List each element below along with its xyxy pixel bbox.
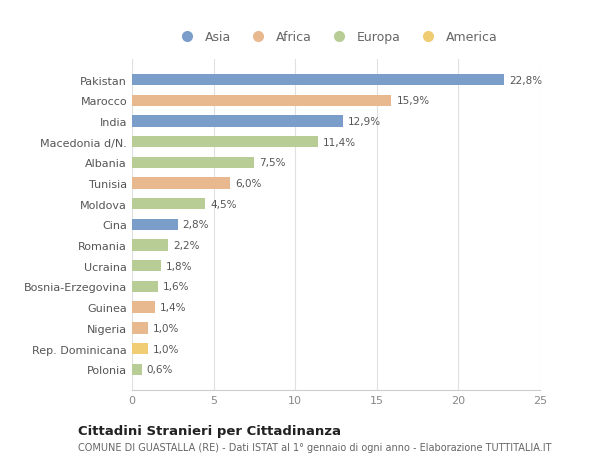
Text: 15,9%: 15,9% xyxy=(397,96,430,106)
Bar xyxy=(132,343,148,354)
Text: 11,4%: 11,4% xyxy=(323,137,356,147)
Text: 7,5%: 7,5% xyxy=(259,158,286,168)
Text: 2,8%: 2,8% xyxy=(182,220,209,230)
Bar xyxy=(132,116,343,127)
Text: 22,8%: 22,8% xyxy=(509,75,542,85)
Text: 2,2%: 2,2% xyxy=(173,241,199,251)
Bar xyxy=(132,281,158,292)
Bar xyxy=(132,199,205,210)
Text: 1,8%: 1,8% xyxy=(166,261,193,271)
Bar xyxy=(132,157,254,168)
Bar xyxy=(132,75,504,86)
Text: 1,0%: 1,0% xyxy=(153,344,179,354)
Text: 1,0%: 1,0% xyxy=(153,323,179,333)
Legend: Asia, Africa, Europa, America: Asia, Africa, Europa, America xyxy=(170,26,502,49)
Text: 6,0%: 6,0% xyxy=(235,179,261,189)
Text: 1,6%: 1,6% xyxy=(163,282,190,292)
Bar xyxy=(132,323,148,334)
Bar xyxy=(132,364,142,375)
Bar xyxy=(132,95,391,106)
Bar xyxy=(132,302,155,313)
Text: COMUNE DI GUASTALLA (RE) - Dati ISTAT al 1° gennaio di ogni anno - Elaborazione : COMUNE DI GUASTALLA (RE) - Dati ISTAT al… xyxy=(78,442,551,452)
Text: 1,4%: 1,4% xyxy=(160,302,186,313)
Text: 12,9%: 12,9% xyxy=(347,117,380,127)
Bar xyxy=(132,137,318,148)
Text: Cittadini Stranieri per Cittadinanza: Cittadini Stranieri per Cittadinanza xyxy=(78,425,341,437)
Bar xyxy=(132,178,230,189)
Text: 0,6%: 0,6% xyxy=(146,364,173,375)
Bar xyxy=(132,219,178,230)
Bar xyxy=(132,261,161,272)
Bar xyxy=(132,240,168,251)
Text: 4,5%: 4,5% xyxy=(211,199,237,209)
